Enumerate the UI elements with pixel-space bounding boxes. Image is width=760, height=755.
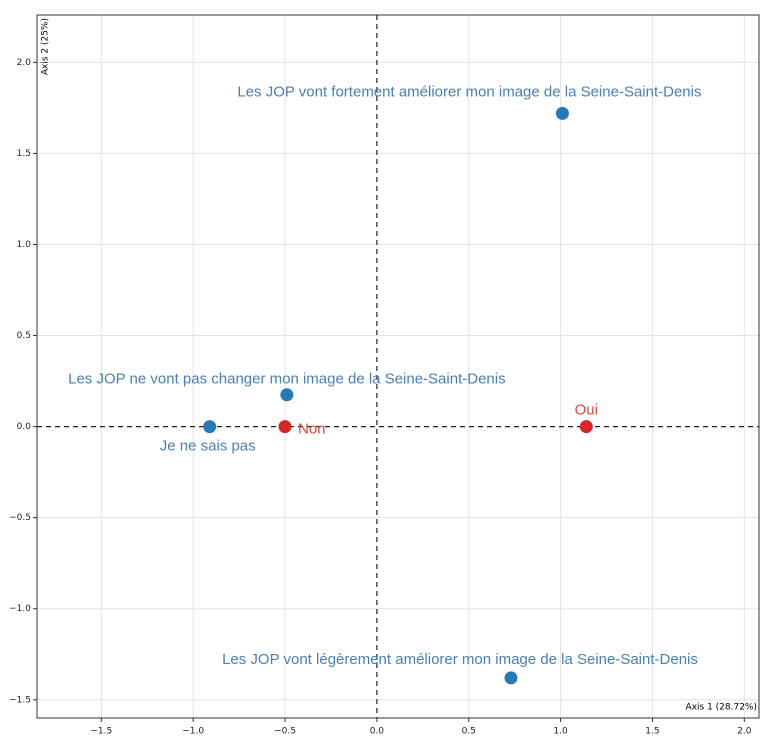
point bbox=[278, 420, 292, 434]
point-label: Je ne sais pas bbox=[160, 438, 256, 455]
y-tick-label: 1.0 bbox=[17, 240, 32, 250]
y-tick-label: −1.5 bbox=[9, 695, 31, 705]
point-label: Les JOP vont fortement améliorer mon ima… bbox=[237, 83, 701, 100]
x-tick-label: 1.5 bbox=[645, 727, 659, 737]
point bbox=[504, 671, 518, 685]
x-tick-label: −1.0 bbox=[182, 727, 204, 737]
point bbox=[579, 420, 593, 434]
y-tick-label: −0.5 bbox=[9, 513, 31, 523]
y-tick-label: 2.0 bbox=[17, 58, 32, 68]
point-label: Oui bbox=[575, 402, 598, 419]
x-tick-label: 1.0 bbox=[553, 727, 568, 737]
x-tick-label: 0.5 bbox=[462, 727, 476, 737]
point-label: Les JOP vont légèrement améliorer mon im… bbox=[222, 651, 698, 668]
y-axis-title: Axis 2 (25%) bbox=[41, 18, 51, 75]
point bbox=[555, 106, 569, 120]
y-tick-label: 0.0 bbox=[17, 422, 32, 432]
plot-frame bbox=[36, 14, 760, 719]
x-tick-label: 0.0 bbox=[370, 727, 385, 737]
x-axis-title: Axis 1 (28.72%) bbox=[686, 703, 757, 713]
point bbox=[280, 388, 294, 402]
y-tick-label: −1.0 bbox=[9, 604, 31, 614]
x-tick-label: −1.5 bbox=[90, 727, 112, 737]
y-tick-label: 1.5 bbox=[17, 149, 31, 159]
point-label: Non bbox=[298, 421, 326, 438]
y-tick-label: 0.5 bbox=[17, 331, 31, 341]
x-tick-label: −0.5 bbox=[274, 727, 296, 737]
point bbox=[203, 420, 217, 434]
x-tick-label: 2.0 bbox=[737, 727, 752, 737]
point-label: Les JOP ne vont pas changer mon image de… bbox=[68, 371, 505, 388]
